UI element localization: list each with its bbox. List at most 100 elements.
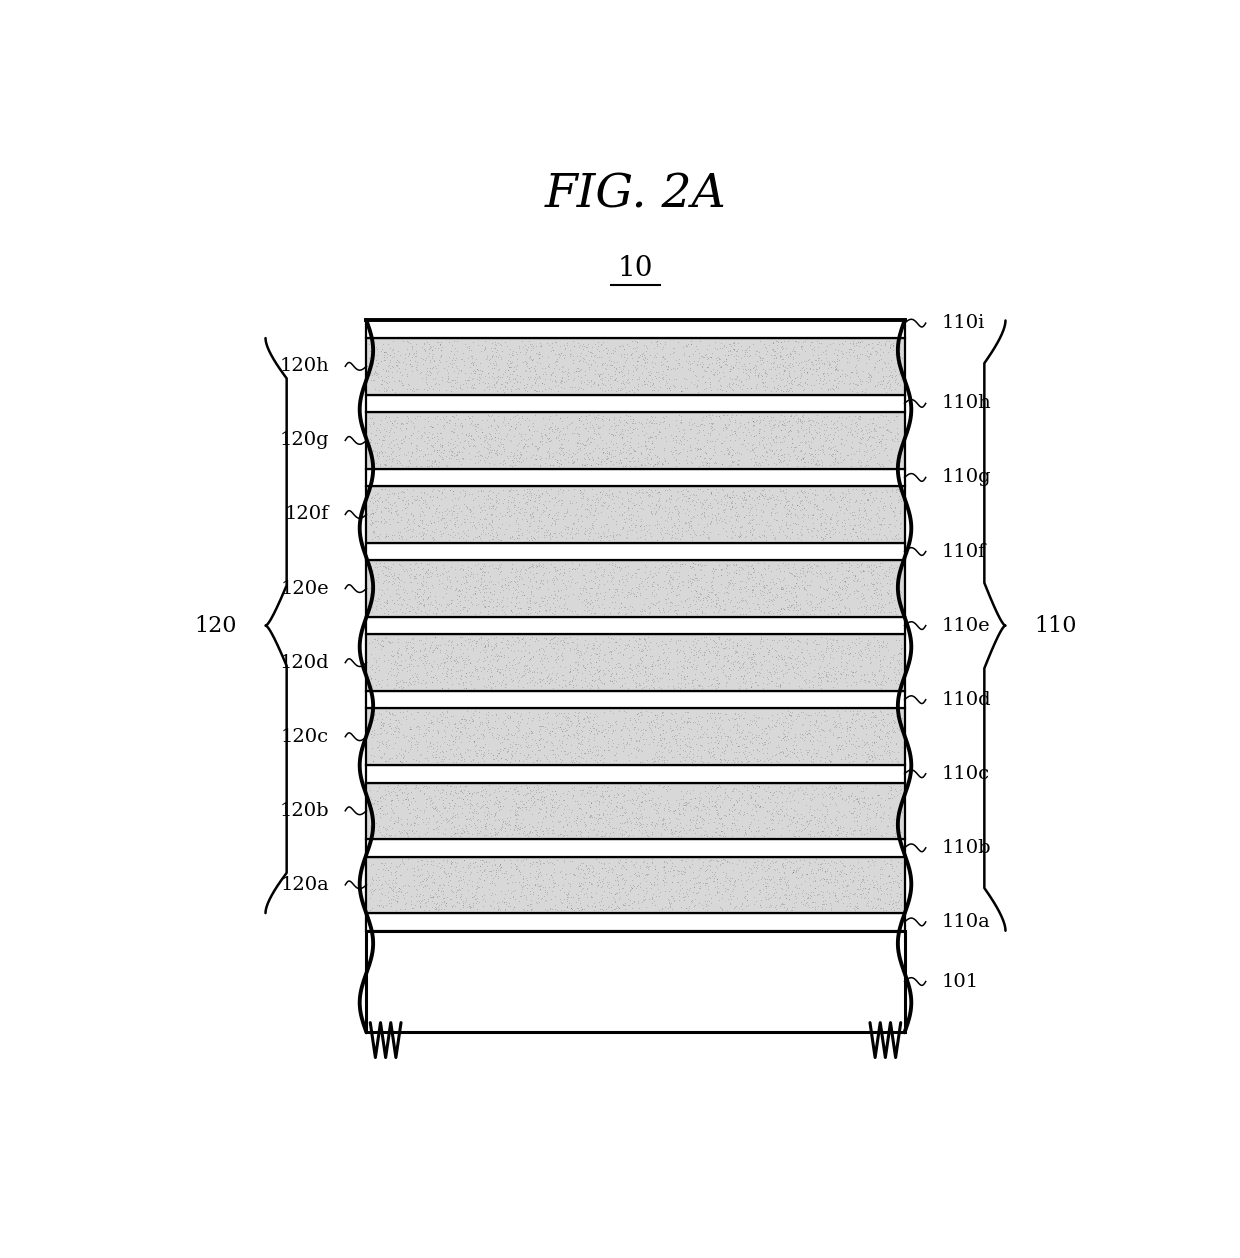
Point [548,876,568,896]
Point [474,884,494,905]
Point [376,372,396,392]
Point [512,408,532,428]
Point [588,523,608,543]
Point [409,586,429,606]
Point [532,650,552,671]
Point [383,571,403,591]
Point [624,409,644,429]
Point [570,799,590,819]
Point [630,567,650,587]
Point [433,710,453,730]
Point [573,733,593,754]
Point [682,800,702,820]
Point [391,420,410,440]
Point [414,517,434,537]
Point [407,585,427,605]
Point [542,663,562,683]
Point [770,862,790,882]
Point [585,628,605,648]
Point [808,663,828,683]
Point [706,452,725,472]
Point [692,716,712,736]
Point [522,878,542,898]
Point [746,665,766,686]
Point [568,424,588,444]
Point [516,509,536,530]
Point [857,806,877,827]
Point [812,502,832,522]
Point [412,586,432,606]
Point [883,857,903,877]
Point [801,444,821,464]
Point [665,360,684,380]
Point [668,804,688,824]
Point [634,868,653,888]
Point [438,523,458,543]
Point [477,438,497,458]
Point [577,815,596,835]
Point [882,584,901,604]
Point [838,644,858,664]
Point [849,405,869,425]
Point [438,658,458,678]
Point [574,727,594,747]
Point [378,501,398,521]
Point [594,775,614,795]
Point [789,409,808,429]
Point [823,351,843,371]
Point [770,874,790,894]
Point [603,483,622,503]
Point [642,482,662,502]
Point [862,788,882,808]
Point [554,889,574,910]
Point [880,335,900,355]
Point [384,564,404,584]
Point [857,341,877,361]
Point [465,581,485,601]
Point [429,866,449,886]
Point [858,414,878,434]
Point [372,731,392,751]
Point [890,559,910,579]
Point [582,577,601,598]
Point [832,853,852,873]
Point [660,489,680,509]
Point [656,418,676,438]
Point [450,776,470,796]
Point [867,343,887,364]
Point [558,814,578,834]
Point [397,497,417,517]
Point [745,355,765,375]
Point [498,708,518,728]
Point [826,868,846,888]
Point [501,815,521,835]
Point [801,810,821,830]
Point [647,513,667,533]
Point [694,360,714,380]
Point [719,444,739,464]
Point [892,491,911,511]
Point [774,599,794,619]
Point [740,479,760,499]
Point [787,878,807,898]
Point [507,727,527,747]
Point [787,496,807,516]
Point [796,491,816,511]
Point [701,361,720,381]
Point [719,804,739,824]
Point [593,405,613,425]
Point [374,342,394,362]
Point [699,353,719,374]
Point [801,556,821,576]
Point [856,434,875,454]
Point [388,790,408,810]
Point [749,708,769,728]
Point [384,664,404,684]
Point [719,455,739,476]
Point [500,707,520,727]
Point [454,869,474,889]
Point [758,512,777,532]
Point [708,731,728,751]
Point [567,492,587,512]
Point [522,821,542,842]
